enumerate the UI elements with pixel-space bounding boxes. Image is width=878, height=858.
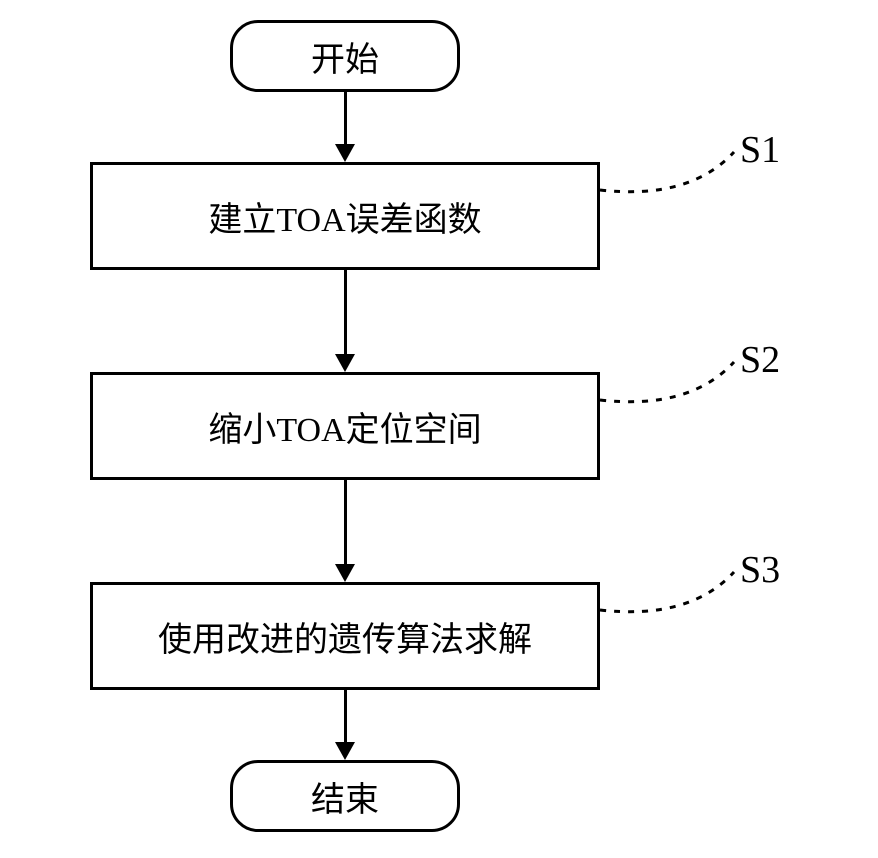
arrow-4: [344, 690, 347, 742]
label-s1: S1: [740, 128, 780, 172]
process-s2-text: 缩小TOA定位空间: [208, 402, 481, 451]
arrow-1-head: [335, 144, 355, 162]
arrow-3: [344, 480, 347, 564]
end-label: 结束: [311, 772, 379, 821]
process-s3: 使用改进的遗传算法求解: [90, 582, 600, 690]
process-s1-text: 建立TOA误差函数: [208, 192, 481, 241]
end-node: 结束: [230, 760, 460, 832]
label-s3: S3: [740, 548, 780, 592]
start-node: 开始: [230, 20, 460, 92]
process-s3-text: 使用改进的遗传算法求解: [158, 612, 532, 661]
arrow-2: [344, 270, 347, 354]
arrow-2-head: [335, 354, 355, 372]
arrow-1: [344, 92, 347, 144]
arrow-3-head: [335, 564, 355, 582]
label-s2: S2: [740, 338, 780, 382]
process-s1: 建立TOA误差函数: [90, 162, 600, 270]
flowchart-container: 开始 建立TOA误差函数 缩小TOA定位空间 使用改进的遗传算法求解 结束 S1…: [0, 0, 878, 858]
arrow-4-head: [335, 742, 355, 760]
start-label: 开始: [311, 32, 379, 81]
process-s2: 缩小TOA定位空间: [90, 372, 600, 480]
